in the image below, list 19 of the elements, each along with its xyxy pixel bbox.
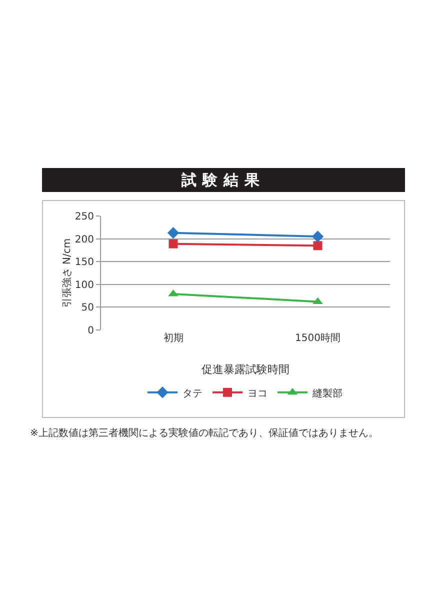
legend-label: 縫製部 <box>312 387 342 400</box>
x-tick-label: 初期 <box>163 332 184 344</box>
legend-label: ヨコ <box>248 388 268 400</box>
y-tick-label: 50 <box>81 302 94 314</box>
point <box>313 241 322 250</box>
y-axis-title: 引張強さ N/cm <box>60 238 73 308</box>
y-tick-label: 0 <box>88 326 94 336</box>
y-tick-label: 250 <box>74 212 94 222</box>
point <box>167 227 180 239</box>
point <box>312 230 324 242</box>
point <box>168 239 178 248</box>
y-tick-label: 100 <box>74 280 94 291</box>
y-tick-label: 200 <box>74 234 94 246</box>
y-tick-label: 150 <box>74 257 94 268</box>
x-tick-label: 1500時間 <box>295 332 340 344</box>
text: ※上記数値は第三者機関による実験値の転記であり、保証値ではありません。 <box>30 426 380 440</box>
chart-title: 試験結果 <box>42 168 405 192</box>
legend-label: タテ <box>182 388 202 400</box>
x-axis-title: 促進暴露試験時間 <box>202 363 290 376</box>
